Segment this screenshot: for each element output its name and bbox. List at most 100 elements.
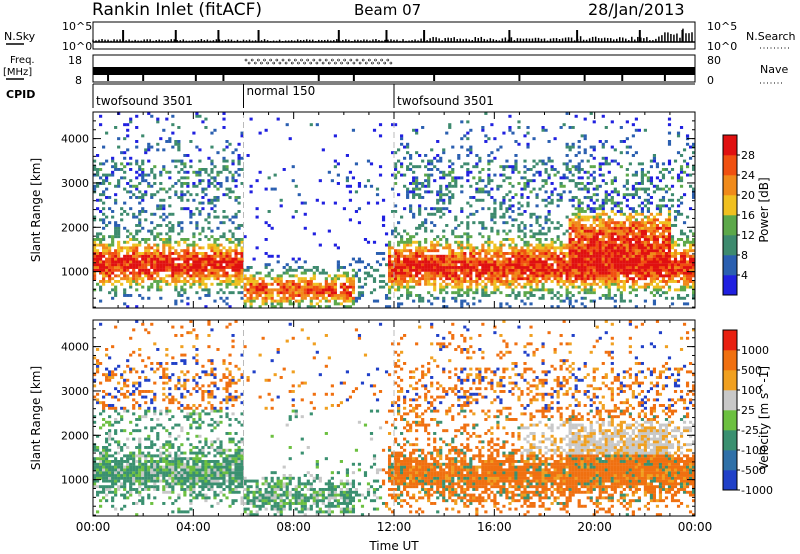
heatmap-cell xyxy=(673,271,678,275)
heatmap-cell xyxy=(541,285,545,289)
heatmap-cell xyxy=(303,280,307,283)
heatmap-cell xyxy=(102,465,106,469)
heatmap-cell xyxy=(189,215,193,219)
heatmap-cell xyxy=(628,257,632,261)
heatmap-cell xyxy=(622,243,626,247)
heatmap-cell xyxy=(583,257,587,261)
heatmap-cell xyxy=(592,252,596,255)
heatmap-cell xyxy=(255,207,259,211)
heatmap-cell xyxy=(466,168,470,171)
heatmap-cell xyxy=(403,280,407,283)
heatmap-cell xyxy=(520,268,524,272)
heatmap-cell xyxy=(348,263,353,267)
heatmap-cell xyxy=(264,302,268,306)
heatmap-cell xyxy=(586,240,590,244)
heatmap-cell xyxy=(568,235,572,239)
heatmap-cell xyxy=(168,254,172,258)
heatmap-cell xyxy=(141,271,145,275)
heatmap-cell xyxy=(595,207,599,211)
heatmap-cell xyxy=(195,291,199,295)
heatmap-cell xyxy=(508,198,512,202)
heatmap-cell xyxy=(601,263,605,267)
heatmap-cell xyxy=(180,221,184,225)
heatmap-cell xyxy=(457,266,461,269)
heatmap-cell xyxy=(604,260,608,264)
heatmap-cell xyxy=(147,173,151,177)
heatmap-cell xyxy=(667,170,672,174)
heatmap-cell xyxy=(180,196,184,199)
heatmap-cell xyxy=(619,280,623,283)
heatmap-cell xyxy=(222,274,226,278)
velocity-cells xyxy=(93,320,696,517)
heatmap-cell xyxy=(655,212,660,216)
heatmap-cell xyxy=(562,176,566,180)
heatmap-cell xyxy=(418,294,422,297)
heatmap-cell xyxy=(108,479,112,483)
heatmap-cell xyxy=(174,240,178,244)
heatmap-cell xyxy=(327,288,331,292)
heatmap-cell xyxy=(664,274,669,278)
heatmap-cell xyxy=(598,268,602,272)
heatmap-cell xyxy=(351,274,356,278)
heatmap-cell xyxy=(538,260,542,264)
heatmap-cell xyxy=(171,263,175,267)
heatmap-cell xyxy=(192,280,196,283)
heatmap-cell xyxy=(607,198,611,202)
heatmap-cell xyxy=(294,299,298,303)
heatmap-cell xyxy=(634,294,638,297)
heatmap-cell xyxy=(640,274,644,278)
heatmap-cell xyxy=(637,257,641,261)
heatmap-cell xyxy=(595,246,599,250)
heatmap-cell xyxy=(285,280,289,283)
heatmap-cell xyxy=(303,212,307,216)
heatmap-cell xyxy=(682,232,687,236)
heatmap-cell xyxy=(493,137,497,141)
heatmap-cell xyxy=(436,190,440,194)
heatmap-cell xyxy=(132,215,136,219)
heatmap-cell xyxy=(643,198,647,202)
heatmap-cell xyxy=(508,271,512,275)
heatmap-cell xyxy=(481,179,485,183)
heatmap-cell xyxy=(297,277,301,281)
heatmap-cell xyxy=(466,170,470,174)
heatmap-cell xyxy=(409,280,413,283)
heatmap-cell xyxy=(667,142,672,146)
heatmap-cell xyxy=(439,288,443,292)
heatmap-cell xyxy=(589,240,593,244)
heatmap-cell xyxy=(457,224,461,227)
heatmap-cell xyxy=(252,280,256,283)
heatmap-cell xyxy=(135,370,139,374)
heatmap-cell xyxy=(679,263,684,267)
heatmap-cell xyxy=(445,305,449,309)
heatmap-cell xyxy=(517,274,521,278)
heatmap-cell xyxy=(493,246,497,250)
heatmap-cell xyxy=(541,198,545,202)
heatmap-cell xyxy=(394,252,398,255)
heatmap-cell xyxy=(424,274,428,278)
heatmap-cell xyxy=(99,451,103,455)
heatmap-cell xyxy=(174,249,178,253)
heatmap-cell xyxy=(135,479,139,483)
heatmap-cell xyxy=(159,238,163,241)
heatmap-cell xyxy=(141,462,145,466)
heatmap-cell xyxy=(336,277,340,281)
heatmap-cell xyxy=(436,274,440,278)
heatmap-cell xyxy=(258,170,262,174)
heatmap-cell xyxy=(123,123,127,127)
heatmap-cell xyxy=(667,210,672,213)
heatmap-cell xyxy=(228,282,232,286)
heatmap-cell xyxy=(652,154,657,157)
heatmap-cell xyxy=(162,148,166,152)
heatmap-cell xyxy=(297,302,301,306)
heatmap-cell xyxy=(520,260,524,264)
heatmap-cell xyxy=(111,252,115,255)
heatmap-cell xyxy=(165,215,169,219)
heatmap-cell xyxy=(421,254,425,258)
heatmap-cell xyxy=(129,207,133,211)
heatmap-cell xyxy=(378,280,383,283)
heatmap-cell xyxy=(490,271,494,275)
heatmap-cell xyxy=(436,296,440,300)
heatmap-cell xyxy=(237,252,241,255)
heatmap-cell xyxy=(186,263,190,267)
heatmap-cell xyxy=(517,271,521,275)
